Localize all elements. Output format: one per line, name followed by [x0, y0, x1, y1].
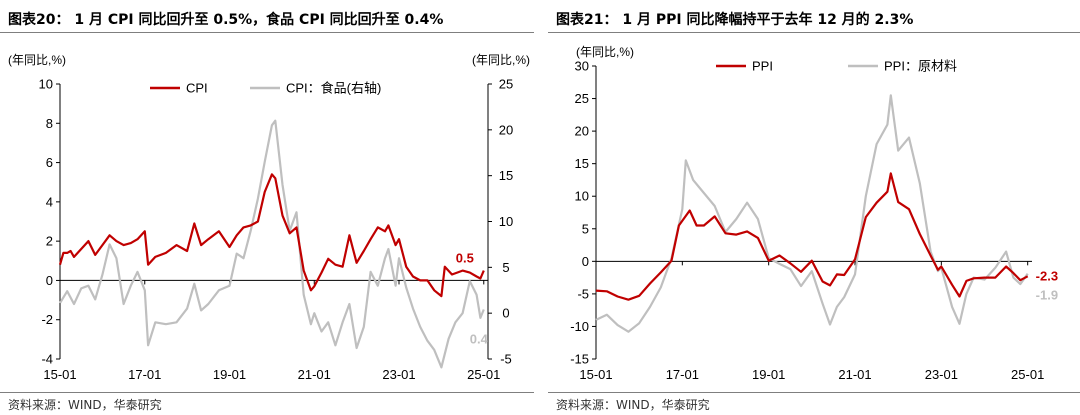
series-line-PPI：原材料	[595, 94, 1029, 333]
title-divider	[548, 32, 1080, 33]
y-tick-label-right: 25	[499, 77, 513, 92]
legend-label: CPI	[186, 81, 208, 96]
series-line-CPI	[58, 173, 485, 298]
y-tick-label-left: 6	[46, 155, 53, 170]
x-tick-label: 21-01	[298, 367, 331, 382]
series-line-PPI	[595, 172, 1029, 301]
x-tick-label: 25-01	[1011, 367, 1044, 382]
cpi-line-chart: (年同比,%) (年同比,%) -4 -2 0 2 4 6 8 10 -5 0 5 10 15 20 25 15-…	[8, 53, 530, 382]
data-label-CPI：食品(右轴): 0.4	[470, 332, 489, 347]
x-tick-label: 25-01	[467, 367, 500, 382]
x-tick-label: 15-01	[43, 367, 76, 382]
data-label-PPI：原材料: -1.9	[1036, 288, 1058, 303]
data-label-CPI: 0.5	[456, 251, 474, 266]
chart-panel-cpi: 图表20： 1 月 CPI 同比回升至 0.5%，食品 CPI 同比回升至 0.…	[0, 0, 534, 415]
data-label-PPI: -2.3	[1036, 268, 1058, 283]
y-tick-label-left: 0	[582, 254, 589, 269]
y-tick-label-left: 2	[46, 234, 53, 249]
x-tick-label: 21-01	[838, 367, 871, 382]
y-tick-label-left: -2	[41, 312, 53, 327]
x-tick-label: 15-01	[579, 367, 612, 382]
y-tick-label-left: 10	[575, 189, 589, 204]
x-tick-label: 23-01	[382, 367, 415, 382]
series-line-CPI：食品(右轴)	[59, 119, 485, 369]
y-axis-label-left: (年同比,%)	[576, 45, 634, 59]
y-tick-label-left: 0	[46, 273, 53, 288]
legend-label: PPI	[752, 59, 773, 74]
y-tick-label-right: 10	[499, 214, 513, 229]
y-axis-label-left: (年同比,%)	[8, 53, 66, 67]
x-tick-label: 17-01	[666, 367, 699, 382]
x-tick-label: 19-01	[752, 367, 785, 382]
y-tick-label-left: 5	[582, 221, 589, 236]
y-tick-label-right: 5	[502, 260, 509, 275]
y-tick-label-right: 15	[499, 168, 513, 183]
y-tick-label-left: 25	[575, 91, 589, 106]
chart-panel-ppi: 图表21： 1 月 PPI 同比降幅持平于去年 12 月的 2.3% (年同比,…	[548, 0, 1080, 415]
y-tick-label-left: -5	[577, 286, 589, 301]
y-tick-label-left: 4	[46, 194, 53, 209]
source-divider	[548, 392, 1080, 393]
legend-label: PPI：原材料	[884, 59, 957, 74]
y-tick-label-left: 30	[575, 59, 589, 74]
legend-label: CPI：食品(右轴)	[286, 81, 381, 96]
y-axis-label-right: (年同比,%)	[472, 53, 530, 67]
x-tick-label: 19-01	[213, 367, 246, 382]
y-tick-label-left: -4	[41, 352, 53, 367]
y-tick-label-left: 8	[46, 116, 53, 131]
source-note: 资料来源：WIND，华泰研究	[8, 398, 162, 412]
y-tick-label-right: 0	[502, 306, 509, 321]
chart-title: 图表20： 1 月 CPI 同比回升至 0.5%，食品 CPI 同比回升至 0.…	[8, 12, 444, 28]
y-tick-label-left: 15	[575, 156, 589, 171]
x-tick-label: 23-01	[925, 367, 958, 382]
ppi-line-chart: (年同比,%) -15 -10 -5 0 5 10 15 20 25 30 15-01 17-01 19-…	[570, 45, 1058, 382]
y-tick-label-left: 10	[39, 77, 53, 92]
y-tick-label-left: -10	[570, 319, 589, 334]
source-note: 资料来源：WIND，华泰研究	[556, 398, 710, 412]
chart-title: 图表21： 1 月 PPI 同比降幅持平于去年 12 月的 2.3%	[556, 12, 914, 28]
y-tick-label-right: 20	[499, 122, 513, 137]
y-tick-label-left: -15	[570, 352, 589, 367]
source-divider	[0, 392, 534, 393]
title-divider	[0, 32, 534, 33]
y-tick-label-left: 20	[575, 124, 589, 139]
y-tick-label-right: -5	[500, 352, 512, 367]
x-tick-label: 17-01	[128, 367, 161, 382]
